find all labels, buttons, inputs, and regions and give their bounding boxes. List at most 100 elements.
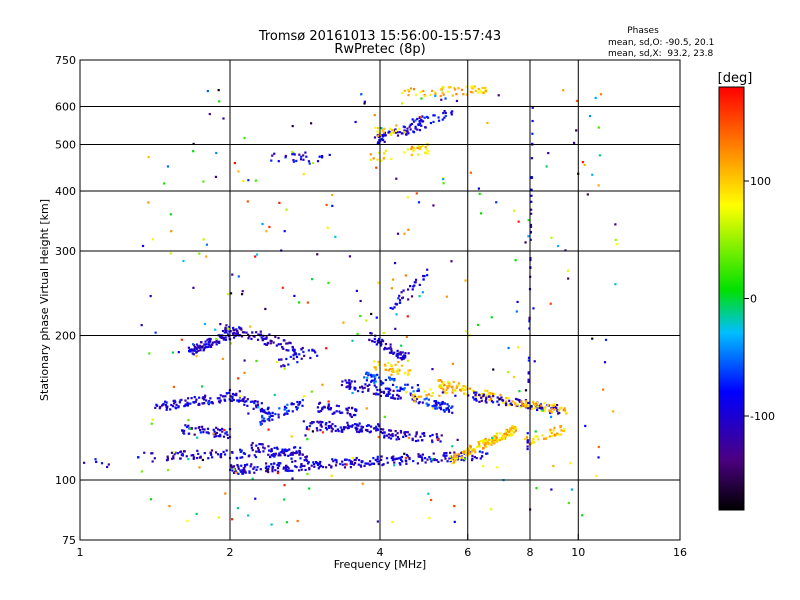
data-point <box>453 455 456 458</box>
data-point <box>208 339 212 342</box>
data-point <box>584 424 587 428</box>
data-point <box>147 201 150 204</box>
data-point <box>94 458 97 461</box>
data-point <box>459 388 462 391</box>
data-point <box>382 331 385 335</box>
data-point <box>538 406 541 410</box>
data-point <box>342 426 346 429</box>
data-point <box>468 387 472 390</box>
data-point <box>384 368 388 371</box>
data-point <box>317 410 320 413</box>
data-point <box>308 424 311 428</box>
data-point <box>295 159 298 163</box>
data-point <box>292 357 295 360</box>
data-point <box>443 410 446 413</box>
data-point <box>492 438 496 442</box>
data-point <box>541 434 544 437</box>
data-point <box>435 433 438 436</box>
data-point <box>261 339 264 342</box>
data-point <box>313 465 316 468</box>
data-point <box>391 520 394 524</box>
data-point <box>504 402 508 405</box>
data-point <box>457 384 460 387</box>
data-point <box>358 422 361 425</box>
data-point <box>345 381 348 384</box>
data-point <box>287 409 290 412</box>
data-point <box>324 423 327 426</box>
data-point <box>406 431 409 434</box>
data-point <box>369 425 373 428</box>
data-point <box>489 438 492 442</box>
data-point <box>396 353 399 357</box>
data-point <box>215 343 218 346</box>
data-point <box>455 93 458 96</box>
data-point <box>283 413 286 416</box>
data-point <box>237 170 240 173</box>
data-point <box>411 438 414 442</box>
data-point <box>563 409 567 412</box>
data-point <box>308 487 311 490</box>
data-point <box>451 457 455 460</box>
data-point <box>416 396 419 399</box>
data-point <box>352 456 355 460</box>
data-point <box>260 402 263 405</box>
data-point <box>308 468 311 471</box>
data-point <box>484 90 488 93</box>
data-point <box>492 368 495 371</box>
data-point <box>305 426 309 429</box>
data-point <box>265 465 268 468</box>
data-point <box>298 400 302 404</box>
data-point <box>329 408 332 411</box>
data-point <box>354 408 357 411</box>
data-point <box>389 133 393 136</box>
data-point <box>443 116 446 119</box>
data-point <box>235 392 238 395</box>
data-point <box>575 99 579 103</box>
data-point <box>430 394 433 398</box>
data-point <box>306 438 309 441</box>
data-point <box>192 150 195 153</box>
data-point <box>392 464 396 467</box>
data-point <box>345 386 348 389</box>
data-point <box>290 457 293 460</box>
data-point <box>441 391 444 394</box>
data-point <box>235 328 238 331</box>
data-point <box>330 466 333 469</box>
data-point <box>372 392 375 395</box>
data-point <box>429 93 432 97</box>
data-point <box>232 398 235 402</box>
data-point <box>174 400 177 404</box>
data-point <box>377 141 380 144</box>
data-point <box>462 93 465 96</box>
data-point <box>524 400 528 403</box>
data-point <box>470 86 473 90</box>
data-point <box>229 464 233 467</box>
data-point <box>403 89 406 92</box>
data-point <box>438 394 441 397</box>
data-point <box>206 338 209 341</box>
data-point <box>370 380 373 383</box>
data-point <box>364 372 368 375</box>
data-point <box>505 397 508 400</box>
data-point <box>416 389 419 393</box>
data-point <box>507 396 510 400</box>
data-point <box>536 408 539 412</box>
data-point <box>264 467 268 470</box>
data-point <box>375 386 378 389</box>
data-point <box>414 119 417 122</box>
data-point <box>529 225 533 228</box>
data-point <box>349 425 352 428</box>
data-point <box>376 520 379 523</box>
data-point <box>395 438 398 441</box>
data-point <box>370 312 373 316</box>
data-point <box>262 450 265 453</box>
data-point <box>205 399 208 402</box>
data-point <box>199 341 203 344</box>
data-point <box>442 93 445 96</box>
data-point <box>217 89 220 92</box>
data-point <box>254 455 258 459</box>
data-point <box>353 423 357 426</box>
data-point <box>304 468 307 472</box>
data-point <box>444 457 447 460</box>
data-point <box>364 383 367 386</box>
